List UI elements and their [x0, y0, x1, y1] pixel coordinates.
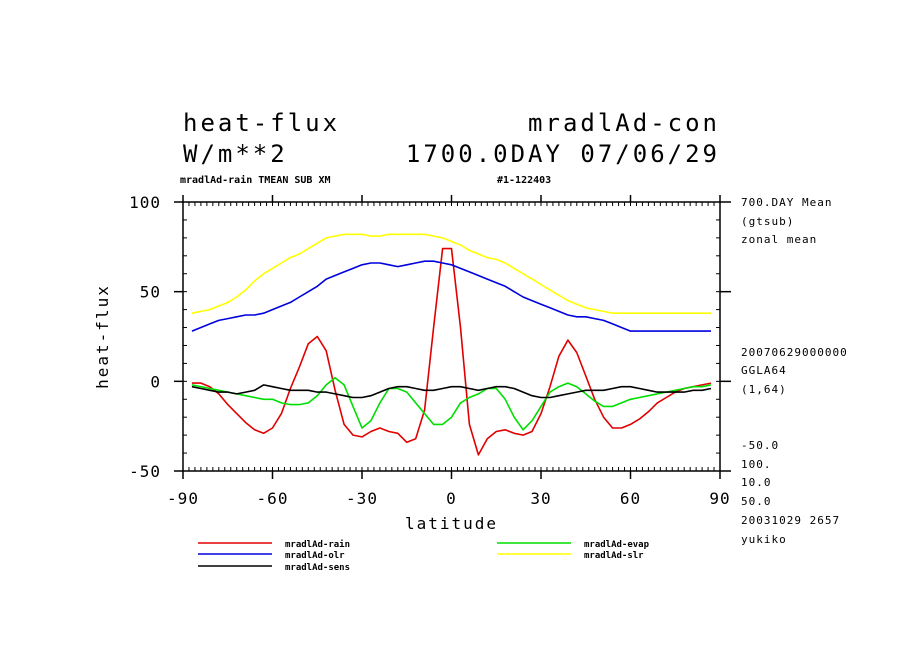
y-axis-label: heat-flux: [93, 284, 112, 389]
side-source: (gtsub): [741, 215, 794, 228]
side-range: (1,64): [741, 383, 787, 396]
x-tick-label: 90: [709, 489, 730, 508]
legend: mradlAd-rain mradlAd-olr mradlAd-sens mr…: [198, 539, 650, 573]
side-user: yukiko: [741, 533, 787, 546]
side-grid: GGLA64: [741, 364, 787, 377]
subtitle-left: mradlAd-rain TMEAN SUB XM: [180, 174, 331, 186]
legend-label-rain: mradlAd-rain: [285, 539, 350, 550]
legend-label-sens: mradlAd-sens: [285, 563, 350, 573]
units-label: W/m**2: [183, 140, 288, 168]
side-date-id: 20031029 2657: [741, 514, 840, 527]
y-tick-label: 50: [140, 283, 161, 302]
legend-label-slr: mradlAd-slr: [584, 551, 644, 561]
title-right: mradlAd-con: [528, 109, 720, 137]
x-tick-label: -30: [346, 489, 378, 508]
series-line-mradlAd-slr: [191, 233, 711, 315]
side-ymin: -50.0: [741, 439, 779, 452]
series-line-mradlAd-rain: [191, 247, 712, 456]
x-axis-label: latitude: [405, 514, 498, 533]
x-tick-label: -90: [167, 489, 199, 508]
side-zonal: zonal mean: [741, 233, 817, 246]
series-line-mradlAd-evap: [191, 376, 712, 431]
x-tick-label: -60: [257, 489, 289, 508]
side-mean: 700.DAY Mean: [741, 196, 832, 209]
side-minor-interval: 10.0: [741, 476, 772, 489]
y-tick-label: 100: [129, 193, 161, 212]
y-tick-label: 0: [150, 372, 161, 391]
side-ymax: 100.: [741, 458, 772, 471]
side-major-interval: 50.0: [741, 495, 772, 508]
y-tick-label: -50: [129, 462, 161, 481]
x-tick-label: 0: [446, 489, 457, 508]
x-tick-label: 60: [620, 489, 641, 508]
x-tick-label: 30: [530, 489, 551, 508]
legend-label-olr: mradlAd-olr: [285, 551, 345, 561]
title-left: heat-flux: [183, 109, 340, 137]
side-datetime: 20070629000000: [741, 346, 848, 359]
date-line: 1700.0DAY 07/06/29: [406, 140, 720, 168]
series-line-mradlAd-sens: [191, 384, 712, 399]
series-line-mradlAd-olr: [191, 260, 711, 332]
subtitle-right: #1-122403: [497, 175, 551, 186]
legend-label-evap: mradlAd-evap: [584, 540, 650, 550]
